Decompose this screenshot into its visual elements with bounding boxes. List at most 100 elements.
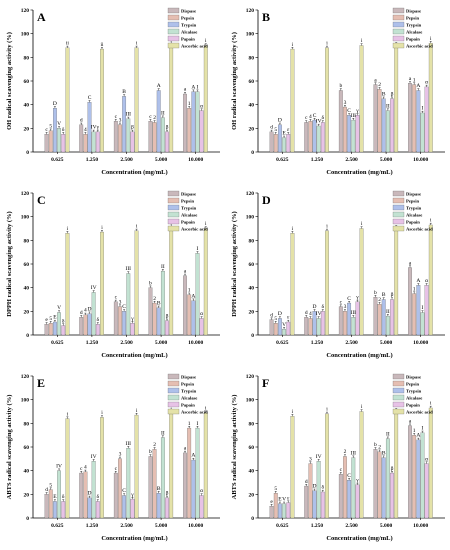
significance-label: II <box>161 430 165 436</box>
bar-alcalase <box>316 318 321 336</box>
bar-alcalase <box>316 461 321 519</box>
significance-label: D <box>88 306 92 312</box>
legend-swatch <box>392 380 405 387</box>
bar-ascorbic-acid <box>428 224 433 336</box>
significance-label: d <box>270 312 273 318</box>
x-tick-label: 5.000 <box>380 523 393 529</box>
significance-label: 4 <box>84 308 87 314</box>
significance-label: e <box>270 499 273 505</box>
significance-label: 1 <box>413 286 416 292</box>
significance-label: a <box>409 260 412 266</box>
significance-label: d <box>80 310 83 316</box>
significance-label: IV <box>91 285 97 291</box>
x-tick-label: 2.500 <box>345 340 358 346</box>
bar-trypsin <box>278 503 282 519</box>
bar-alcalase <box>420 312 425 336</box>
bar-ascorbic-acid <box>203 228 208 336</box>
significance-label: I <box>197 246 199 252</box>
legend-label: Pepsin <box>181 15 194 20</box>
bar-papain <box>355 115 360 153</box>
bar-papain <box>95 501 100 519</box>
significance-label: c <box>340 467 343 473</box>
legend-label: Alcalase <box>181 395 197 400</box>
significance-label: 5 <box>274 316 277 322</box>
significance-label: c <box>115 295 118 301</box>
significance-label: i <box>361 38 363 44</box>
bar-papain <box>390 299 394 336</box>
significance-label: β <box>166 491 169 497</box>
significance-label: C <box>313 113 317 119</box>
bar-dispase <box>44 494 49 519</box>
significance-label: IV <box>316 454 322 460</box>
significance-label: 3 <box>344 100 347 106</box>
bar-pepsin <box>83 314 88 336</box>
legend-swatch <box>392 7 405 14</box>
bar-papain <box>165 131 169 153</box>
bar-alcalase <box>57 470 61 519</box>
y-tick-label: 20 <box>24 126 30 132</box>
bar-dispase <box>408 83 412 153</box>
significance-label: III <box>351 450 357 456</box>
legend-label: Papain <box>406 36 420 41</box>
significance-label: E <box>278 497 282 503</box>
significance-label: A <box>157 83 161 89</box>
bar-ascorbic-acid <box>394 410 399 519</box>
significance-label: A <box>416 433 420 439</box>
legend-label: Ascorbic acid <box>406 409 433 414</box>
significance-label: 3 <box>119 118 122 124</box>
significance-label: 2 <box>378 297 381 303</box>
significance-label: I <box>422 305 424 311</box>
bar-alcalase <box>57 128 61 153</box>
bar-trypsin <box>416 285 421 336</box>
significance-label: 1 <box>413 428 416 434</box>
significance-label: II <box>386 431 390 437</box>
significance-label: II <box>386 309 390 315</box>
bar-papain <box>424 285 429 336</box>
y-tick-label: 40 <box>249 103 255 109</box>
x-axis-title: Concentration (mg/mL) <box>101 535 167 542</box>
significance-label: α <box>200 488 203 494</box>
significance-label: β <box>391 292 394 298</box>
y-axis-title: DPPH radical scavenging activity (%) <box>231 211 238 316</box>
bar-alcalase <box>57 312 61 336</box>
legend-swatch <box>167 408 180 415</box>
significance-label: ε <box>287 127 290 133</box>
significance-label: i <box>326 407 328 413</box>
significance-label: 4 <box>84 465 87 471</box>
legend-label: Trypsin <box>406 22 422 27</box>
bar-pepsin <box>308 463 313 519</box>
bar-ascorbic-acid <box>134 47 139 153</box>
legend-swatch <box>167 218 180 225</box>
bar-alcalase <box>91 131 96 153</box>
legend-swatch <box>392 387 405 394</box>
x-tick-label: 5.000 <box>155 157 168 163</box>
legend-swatch <box>392 211 405 218</box>
significance-label: C <box>122 488 126 494</box>
chart-panel-d: 0 20 40 60 80 100 120 DPPH radical scavenging a… <box>231 190 445 359</box>
significance-label: β <box>391 91 394 97</box>
bar-alcalase <box>282 503 286 519</box>
significance-label: a <box>374 77 377 83</box>
significance-label: i <box>326 224 328 230</box>
bar-pepsin <box>377 451 382 519</box>
y-tick-label: 80 <box>249 421 255 427</box>
bar-alcalase <box>351 317 356 336</box>
y-tick-label: 60 <box>24 262 30 268</box>
y-tick-label: 60 <box>249 445 255 451</box>
bar-ascorbic-acid <box>134 414 139 519</box>
bar-dispase <box>269 506 274 519</box>
legend-swatch <box>392 28 405 35</box>
significance-label: 2 <box>153 115 156 121</box>
significance-label: γ <box>130 316 134 322</box>
bar-trypsin <box>156 493 161 519</box>
significance-label: IV <box>316 311 322 317</box>
bar-dispase <box>183 452 187 519</box>
bar-trypsin <box>381 299 386 336</box>
significance-label: I <box>197 84 199 90</box>
bar-trypsin <box>87 313 92 336</box>
bar-dispase <box>79 317 84 336</box>
legend-label: Papain <box>406 402 420 407</box>
x-tick-label: 1.250 <box>86 340 99 346</box>
bar-trypsin <box>122 96 127 153</box>
